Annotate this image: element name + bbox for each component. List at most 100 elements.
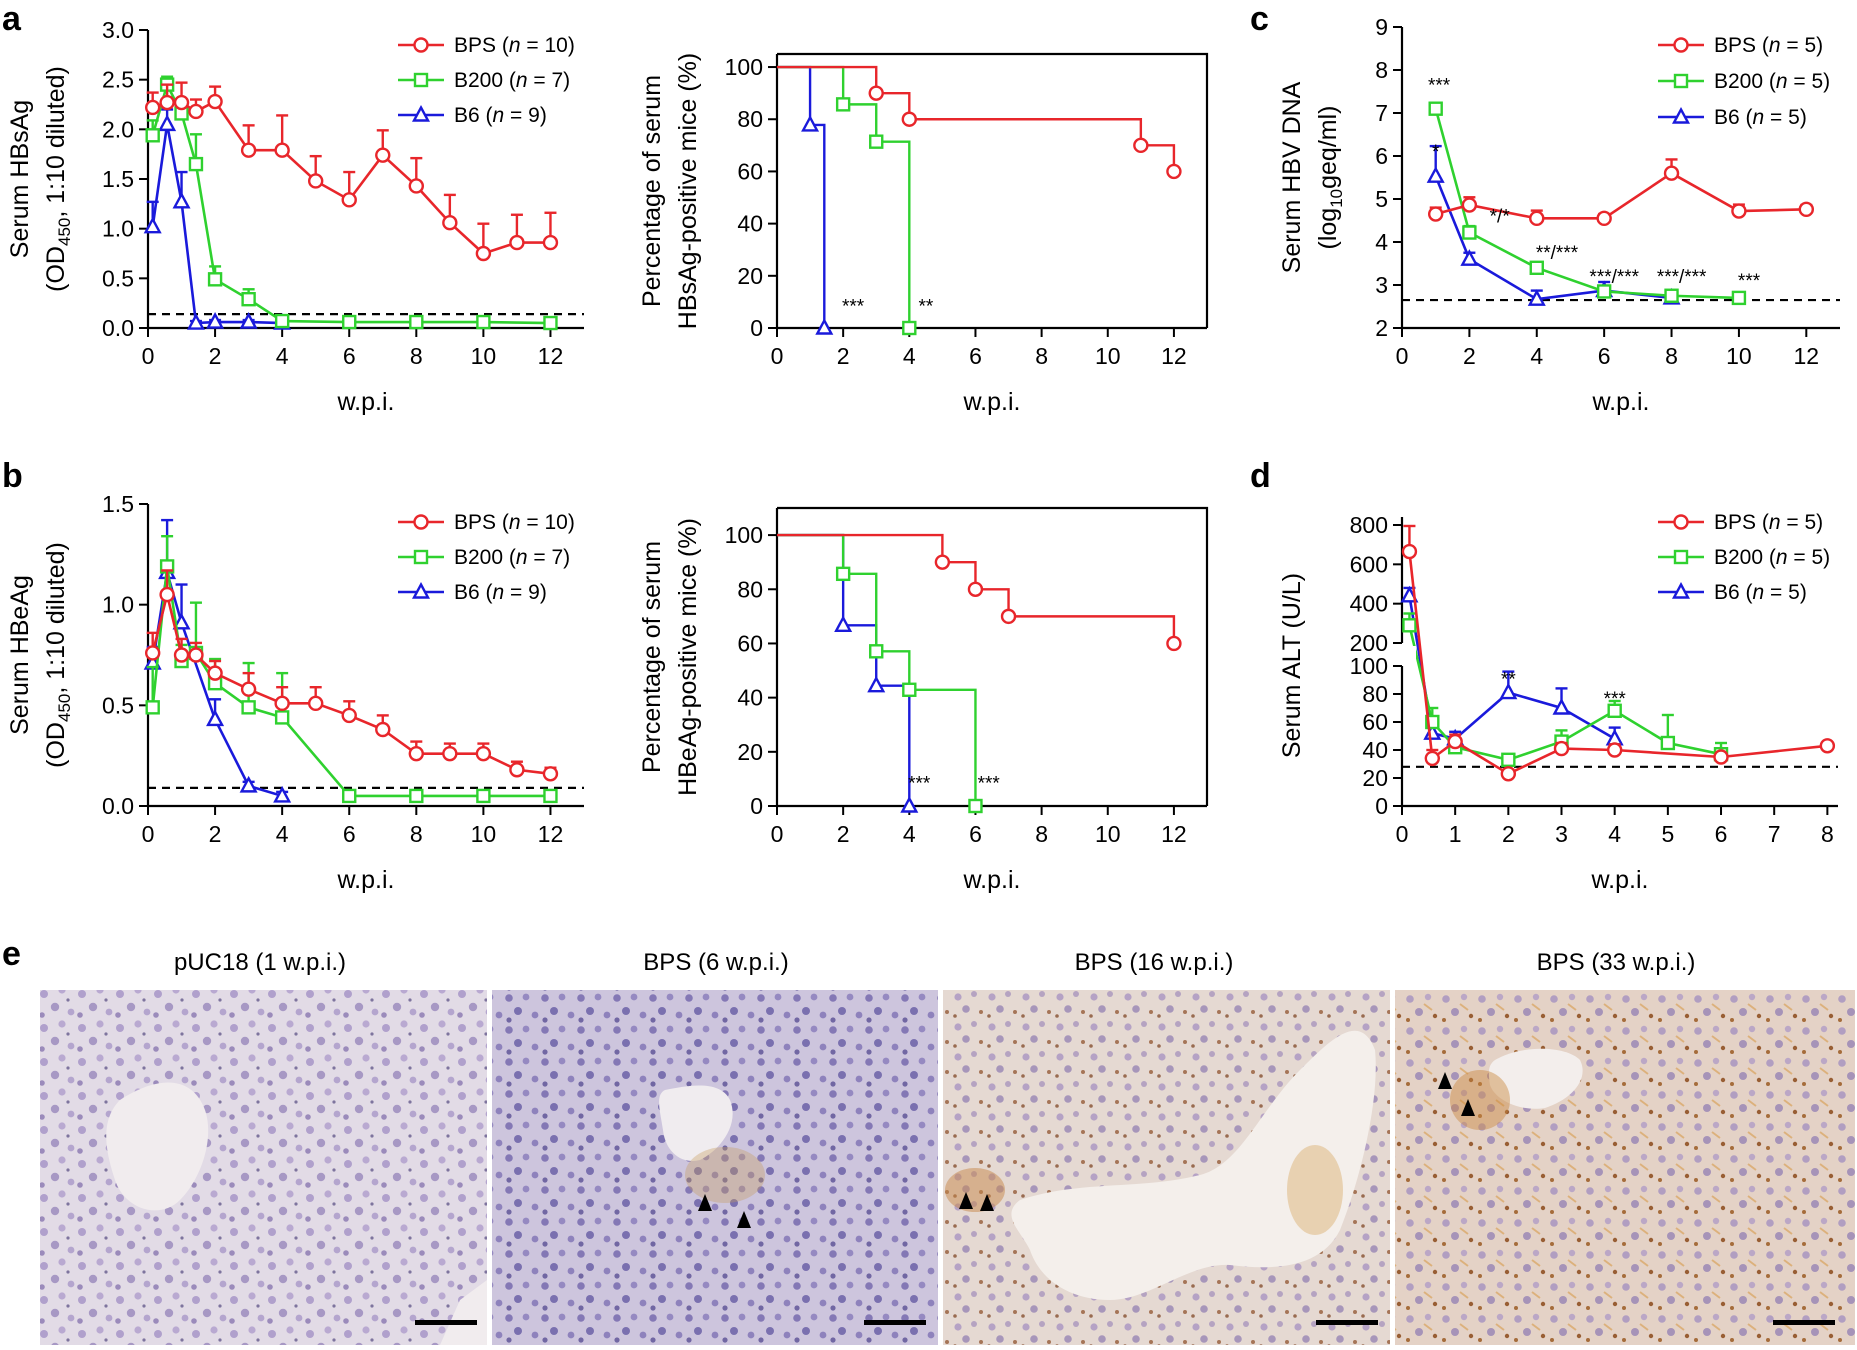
x-axis-label: w.p.i. <box>337 866 395 894</box>
micrograph-title-2: BPS (6 w.p.i.) <box>643 949 788 976</box>
y-tick-label: 600 <box>1350 551 1388 577</box>
data-point-B6 <box>143 216 162 234</box>
arrowhead-icon <box>959 1192 973 1209</box>
data-point-B200 <box>241 291 256 307</box>
significance-label: */* <box>1490 207 1511 228</box>
legend-label-BPS: BPS (n = 10) <box>454 34 575 57</box>
panel-letter-a: a <box>2 0 22 38</box>
x-tick-label: 12 <box>1794 343 1820 369</box>
x-tick-label: 2 <box>209 821 222 847</box>
micrograph-row: pUC18 (1 w.p.i.) BPS (6 w.p.i.) BPS (16 … <box>40 949 1855 1345</box>
data-point-B6 <box>206 312 225 329</box>
x-tick-label: 4 <box>276 343 289 369</box>
legend-marker-B6 <box>1671 106 1691 124</box>
y-tick-label: 20 <box>737 263 763 289</box>
data-point-BPS <box>442 745 458 762</box>
data-point-B200 <box>145 128 160 143</box>
x-axis-label: w.p.i. <box>337 388 395 416</box>
data-point-BPS <box>1529 210 1545 227</box>
x-tick-label: 12 <box>1161 821 1187 847</box>
significance-label: ***/*** <box>1657 267 1707 288</box>
y-tick-label: 20 <box>737 739 763 765</box>
legend-marker-B6 <box>1671 581 1691 599</box>
axis-break-gap <box>1388 646 1416 663</box>
data-point-B6 <box>815 317 834 335</box>
data-point-BPS <box>307 695 324 712</box>
y-tick-label: 60 <box>737 630 763 656</box>
legend-label-B200: B200 (n = 5) <box>1714 70 1830 93</box>
x-tick-label: 8 <box>1035 821 1048 847</box>
arrowhead-icon <box>1438 1072 1452 1089</box>
data-point-B200 <box>968 798 983 814</box>
data-point-B200 <box>188 156 204 172</box>
data-point-BPS <box>144 99 161 116</box>
data-point-BPS <box>159 94 175 111</box>
data-point-B200 <box>241 700 256 715</box>
scale-bar-4 <box>1773 1320 1835 1325</box>
significance-label: *** <box>1738 271 1761 292</box>
data-point-B6 <box>1527 289 1546 306</box>
data-point-BPS <box>475 245 492 262</box>
scale-bar-2 <box>864 1320 926 1325</box>
data-point-BPS <box>934 554 951 570</box>
y-axis-label-line2: HBeAg-positive mice (%) <box>674 518 702 796</box>
data-point-B200 <box>1660 735 1676 751</box>
legend-marker-BPS <box>413 514 429 530</box>
data-point-B200 <box>274 710 290 725</box>
data-point-B6 <box>172 612 191 630</box>
scale-bar-1 <box>415 1320 477 1325</box>
legend-marker-BPS <box>1673 37 1689 53</box>
significance-label: *** <box>1428 76 1451 97</box>
data-point-B200 <box>342 788 357 804</box>
data-point-B200 <box>1596 284 1612 299</box>
x-tick-label: 4 <box>903 343 916 369</box>
y-axis-label-line1: Serum HBV DNA <box>1278 81 1306 273</box>
data-point-BPS <box>341 707 357 724</box>
y-tick-label: 800 <box>1350 512 1388 538</box>
data-point-B200 <box>1428 101 1443 116</box>
micrograph-title-1: pUC18 (1 w.p.i.) <box>174 949 346 976</box>
significance-label: *** <box>1604 689 1627 710</box>
x-tick-label: 8 <box>410 343 423 369</box>
y-tick-label: 0.5 <box>102 692 134 718</box>
arrowhead-icon <box>737 1211 751 1228</box>
legend-label-BPS: BPS (n = 10) <box>454 511 575 534</box>
x-tick-label: 2 <box>1463 343 1476 369</box>
data-point-B200 <box>476 314 491 330</box>
legend-marker-B200 <box>413 549 429 565</box>
data-point-B6 <box>1552 697 1571 715</box>
data-point-B200 <box>409 788 424 804</box>
data-point-B6 <box>1499 682 1518 700</box>
y-tick-label: 7 <box>1375 100 1388 126</box>
significance-label: ***/*** <box>1589 267 1639 288</box>
x-tick-label: 4 <box>276 821 289 847</box>
data-point-B6 <box>158 114 177 132</box>
y-tick-label: 9 <box>1375 14 1388 40</box>
chart-serum-alt: 0 1 2 3 4 5 6 7 8020406080100200400600800w.p.i.S… <box>1278 511 1838 894</box>
data-point-B6 <box>1426 166 1445 183</box>
x-tick-label: 8 <box>410 821 423 847</box>
data-point-B200 <box>869 644 884 659</box>
y-tick-label: 6 <box>1375 143 1388 169</box>
axis-lines <box>775 508 1207 808</box>
y-tick-label: 2 <box>1375 315 1388 341</box>
data-point-B6 <box>273 785 292 803</box>
data-point-BPS <box>509 762 525 778</box>
data-point-B200 <box>869 134 884 149</box>
panel-letter-e: e <box>2 935 21 973</box>
data-point-BPS <box>1819 738 1836 754</box>
x-tick-label: 10 <box>1095 821 1121 847</box>
data-point-B200 <box>543 315 558 331</box>
data-point-BPS <box>1731 203 1747 219</box>
data-point-BPS <box>1606 742 1623 758</box>
data-point-BPS <box>188 103 204 120</box>
x-axis-label: w.p.i. <box>1591 866 1649 894</box>
data-point-BPS <box>868 85 884 101</box>
chart-hbeag-level: 0 2 4 6 8 10 12 0.0 0.5 1.0 1.5 w.p.i. Serum HBeAg (O… <box>6 491 584 894</box>
y-axis-label: Serum ALT (U/L) <box>1278 573 1306 758</box>
y-tick-label: 0.5 <box>102 265 134 291</box>
y-tick-label: 20 <box>1362 765 1388 791</box>
panel-letter-d: d <box>1250 457 1271 495</box>
data-point-B6 <box>186 313 205 330</box>
